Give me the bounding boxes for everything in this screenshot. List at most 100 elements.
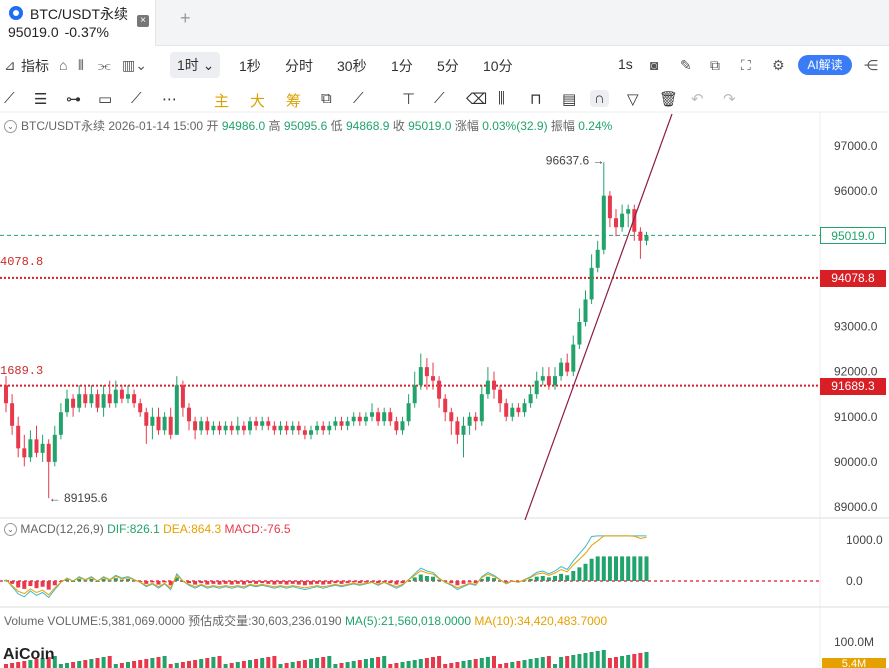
line-tool-icon[interactable]: ⟋ [4, 90, 15, 107]
candle-type-icon[interactable]: ⫴ [78, 57, 84, 73]
indicator-icon[interactable]: ⊿ [4, 57, 16, 73]
level-tag-2[interactable]: 91689.3 [820, 378, 886, 395]
share-icon[interactable]: ⋲ [864, 57, 878, 73]
macd-histogram-bar [52, 581, 57, 586]
pen-icon[interactable]: ✎ [680, 57, 692, 73]
interval-10m[interactable]: 10分 [483, 58, 513, 74]
macd-histogram-bar [614, 556, 618, 581]
big-order-button[interactable]: 大 [250, 93, 266, 110]
candle-body [187, 407, 191, 422]
volume-bar [138, 660, 143, 668]
more-tools-icon[interactable]: ⋯ [162, 91, 177, 108]
candle-body [40, 443, 45, 453]
candle-body [174, 385, 179, 435]
candle-body [632, 209, 637, 232]
tab-quote: 95019.0 -0.37% [8, 24, 109, 40]
volume-bar [510, 662, 515, 668]
macd-dea: DEA:864.3 [163, 522, 222, 536]
main-force-button[interactable]: 主 [214, 93, 230, 110]
interval-5m[interactable]: 5分 [437, 58, 459, 74]
candles-tool-icon[interactable]: ⫼ [498, 90, 505, 107]
interval-select[interactable]: 1时 ⌄ [170, 52, 220, 78]
ai-analysis-button[interactable]: AI解读 [798, 55, 852, 75]
rectangle-tool-icon[interactable]: ▭ [98, 91, 113, 108]
speed-toggle[interactable]: 1s [618, 56, 633, 72]
brush-tool-icon[interactable]: ⟋ [131, 90, 142, 107]
volume-bar [223, 664, 228, 668]
candle-body [461, 425, 466, 435]
collapse-macd-icon[interactable]: ⌄ [4, 523, 17, 537]
delete-icon[interactable]: 🗑 [659, 91, 679, 108]
popout-icon[interactable]: ⧉ [710, 57, 720, 73]
chip-button[interactable]: 筹 [286, 93, 302, 110]
volume-bar [119, 663, 124, 668]
macd-histogram-bar [333, 581, 338, 584]
macd-histogram-bar [266, 581, 271, 584]
volume-bar [528, 659, 533, 668]
filter-icon[interactable]: ▽ [627, 91, 639, 108]
magnet-icon[interactable]: ∩ [590, 90, 609, 107]
candle-body [52, 434, 57, 462]
interval-1s[interactable]: 1秒 [239, 58, 261, 74]
indicator-button[interactable]: 指标 [21, 58, 49, 74]
lock-icon[interactable]: ⊓ [530, 91, 542, 108]
volume-bar [156, 657, 161, 668]
macd-histogram-bar [235, 581, 240, 584]
image-tool-icon[interactable]: ⧉ [321, 90, 332, 107]
close-label: 收 [392, 119, 405, 133]
layout-icon[interactable]: ⌂ [59, 57, 68, 73]
candle-body [10, 403, 15, 426]
low-annotation: ← 89195.6 [49, 491, 108, 505]
volume-bar [254, 659, 259, 668]
bar-chart-icon[interactable]: ▥⌄ [122, 57, 147, 73]
macd-histogram-bar [138, 581, 143, 582]
macd-histogram-bar [516, 581, 521, 582]
candle-body [534, 380, 539, 395]
candle-body [46, 443, 51, 462]
price-axis-label: 97000.0 [834, 139, 878, 153]
symbol-tab[interactable]: BTC/USDT永续 95019.0 -0.37% × [0, 0, 156, 46]
measure-tool-icon[interactable]: ⟋ [353, 90, 364, 107]
volume-bar [107, 656, 112, 668]
redo-icon[interactable]: ↷ [723, 91, 736, 108]
candle-body [333, 421, 338, 426]
eraser-tool-icon[interactable]: ⌫ [466, 91, 488, 108]
settings-icon[interactable]: ⚙ [772, 57, 785, 73]
text-tool-icon[interactable]: ⊤ [402, 91, 416, 108]
volume-bar [388, 664, 393, 668]
level-tag-1[interactable]: 94078.8 [820, 270, 886, 287]
fullscreen-icon[interactable]: ⛶ [741, 57, 751, 73]
compare-icon[interactable]: ⫘ [98, 57, 111, 73]
volume-bar [400, 662, 405, 668]
ruler-tool-icon[interactable]: ⟋ [434, 90, 445, 107]
camera-icon[interactable]: ◙ [650, 57, 659, 73]
horizontal-lines-icon[interactable]: ☰ [34, 91, 48, 108]
interval-timeline[interactable]: 分时 [285, 58, 313, 74]
macd-histogram-bar [412, 577, 417, 581]
template-icon[interactable]: ▤ [562, 91, 577, 108]
volume-bar [34, 659, 39, 668]
interval-30s[interactable]: 30秒 [337, 58, 367, 74]
candle-body [345, 421, 350, 426]
close-tab-icon[interactable]: × [137, 15, 149, 27]
macd-histogram-bar [498, 580, 503, 582]
candle-body [193, 421, 198, 431]
volume-bar [58, 664, 63, 668]
volume-bar [583, 653, 588, 668]
undo-icon[interactable]: ↶ [691, 91, 704, 108]
collapse-icon[interactable]: ⌄ [4, 120, 17, 134]
ray-tool-icon[interactable]: ⊶ [66, 91, 81, 108]
candle-body [284, 425, 289, 431]
add-tab-icon[interactable]: + [180, 8, 191, 28]
volume-bar [46, 657, 51, 668]
volume-bar [559, 657, 564, 668]
volume-bar [614, 657, 618, 668]
macd-histogram-bar [126, 578, 130, 581]
price-axis-label: 89000.0 [834, 500, 878, 514]
volume-bar [345, 662, 350, 668]
volume-bar [101, 657, 106, 668]
interval-1m[interactable]: 1分 [391, 58, 413, 74]
candle-body [4, 385, 8, 404]
volume-bar [174, 663, 179, 668]
